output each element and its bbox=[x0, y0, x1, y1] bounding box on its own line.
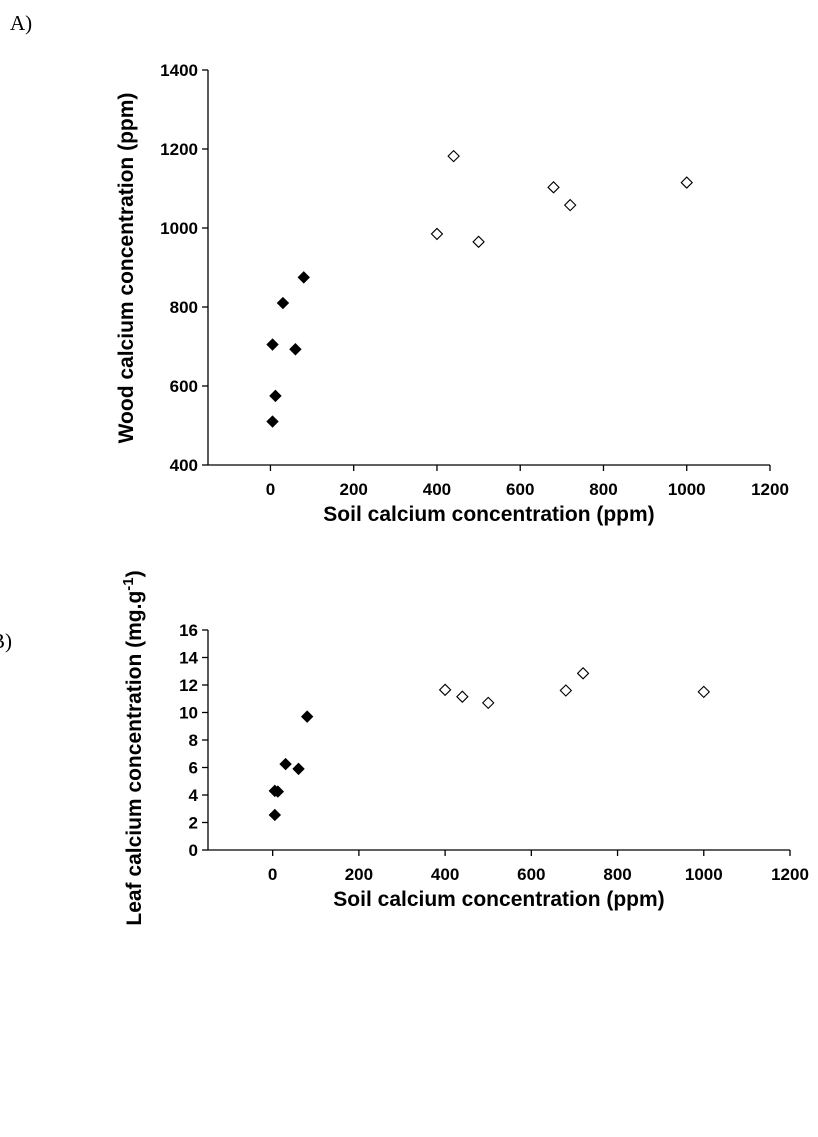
filled-diamond-point bbox=[268, 808, 282, 822]
filled-diamond-point bbox=[289, 343, 302, 356]
y-tick-label: 6 bbox=[189, 759, 198, 778]
y-axis-title-text: Leaf calcium concentration (mg.g bbox=[123, 591, 146, 926]
y-tick-label: 2 bbox=[189, 814, 198, 833]
x-axis-title: Soil calcium concentration (ppm) bbox=[333, 888, 664, 911]
open-diamond-point bbox=[559, 684, 573, 697]
chart-panel-a: A) 0 200 400 600 800 1000 1200 400 600 800 1000 12… bbox=[10, 11, 789, 526]
filled-diamond-point bbox=[292, 762, 305, 776]
x-tick-label: 0 bbox=[266, 480, 275, 499]
filled-diamond-point bbox=[276, 296, 290, 310]
open-diamond-point bbox=[481, 696, 495, 710]
y-tick-label: 1000 bbox=[160, 219, 198, 238]
y-tick-label: 10 bbox=[179, 704, 198, 723]
y-tick-label: 400 bbox=[170, 456, 198, 475]
x-axis-title: Soil calcium concentration (ppm) bbox=[323, 503, 654, 526]
filled-diamond-point bbox=[266, 338, 279, 351]
x-ticks: 0 200 400 600 800 1000 1200 bbox=[268, 850, 809, 884]
open-diamond-point bbox=[576, 667, 590, 680]
y-tick-label: 600 bbox=[170, 377, 198, 396]
x-tick-label: 0 bbox=[268, 865, 277, 884]
open-diamond-point bbox=[447, 149, 460, 163]
y-axis-title-text: Wood calcium concentration (ppm) bbox=[115, 93, 138, 444]
y-ticks: 0 2 4 6 8 10 12 14 16 bbox=[179, 621, 208, 860]
open-diamond-point bbox=[547, 181, 560, 194]
data-points bbox=[268, 667, 711, 822]
x-tick-label: 600 bbox=[506, 480, 534, 499]
x-tick-label: 1200 bbox=[751, 480, 789, 499]
filled-diamond-point bbox=[269, 389, 282, 403]
y-tick-label: 16 bbox=[179, 621, 198, 640]
x-tick-label: 800 bbox=[589, 480, 617, 499]
x-tick-label: 800 bbox=[603, 865, 631, 884]
panel-label-b: B) bbox=[0, 629, 12, 653]
y-tick-label: 4 bbox=[189, 786, 199, 805]
open-diamond-point bbox=[472, 235, 485, 249]
y-tick-label: 800 bbox=[170, 298, 198, 317]
open-diamond-point bbox=[438, 683, 452, 697]
open-diamond-point bbox=[456, 690, 469, 703]
y-ticks: 400 600 800 1000 1200 1400 bbox=[160, 61, 208, 475]
filled-diamond-point bbox=[266, 415, 279, 428]
chart-panel-b: B) 0 200 400 600 800 1000 1200 0 2 4 6 8 10 12 14 16 S… bbox=[0, 570, 809, 925]
x-ticks: 0 200 400 600 800 1000 1200 bbox=[266, 465, 789, 499]
y-tick-label: 12 bbox=[179, 676, 198, 695]
x-tick-label: 600 bbox=[517, 865, 545, 884]
filled-diamond-point bbox=[297, 271, 310, 284]
y-axis-title-suffix: ) bbox=[123, 570, 146, 577]
filled-diamond-point bbox=[271, 785, 285, 798]
y-tick-label: 1400 bbox=[160, 61, 198, 80]
open-diamond-point bbox=[680, 176, 694, 189]
x-tick-label: 400 bbox=[431, 865, 459, 884]
filled-diamond-point bbox=[300, 710, 314, 723]
y-axis-title-superscript: -1 bbox=[120, 577, 137, 590]
data-points bbox=[266, 149, 694, 428]
y-tick-label: 8 bbox=[189, 731, 198, 750]
y-axis-title: Wood calcium concentration (ppm) bbox=[115, 93, 138, 444]
x-tick-label: 200 bbox=[345, 865, 373, 884]
x-tick-label: 400 bbox=[423, 480, 451, 499]
open-diamond-point bbox=[563, 198, 577, 212]
x-tick-label: 1200 bbox=[771, 865, 809, 884]
panel-label-a: A) bbox=[10, 11, 32, 35]
y-axis-title: Leaf calcium concentration (mg.g-1) bbox=[120, 570, 146, 925]
open-diamond-point bbox=[430, 227, 444, 241]
x-tick-label: 1000 bbox=[668, 480, 706, 499]
filled-diamond-point bbox=[279, 757, 292, 771]
x-tick-label: 200 bbox=[340, 480, 368, 499]
y-tick-label: 0 bbox=[189, 841, 198, 860]
x-tick-label: 1000 bbox=[685, 865, 723, 884]
y-tick-label: 1200 bbox=[160, 140, 198, 159]
open-diamond-point bbox=[697, 685, 711, 699]
y-tick-label: 14 bbox=[179, 649, 198, 668]
